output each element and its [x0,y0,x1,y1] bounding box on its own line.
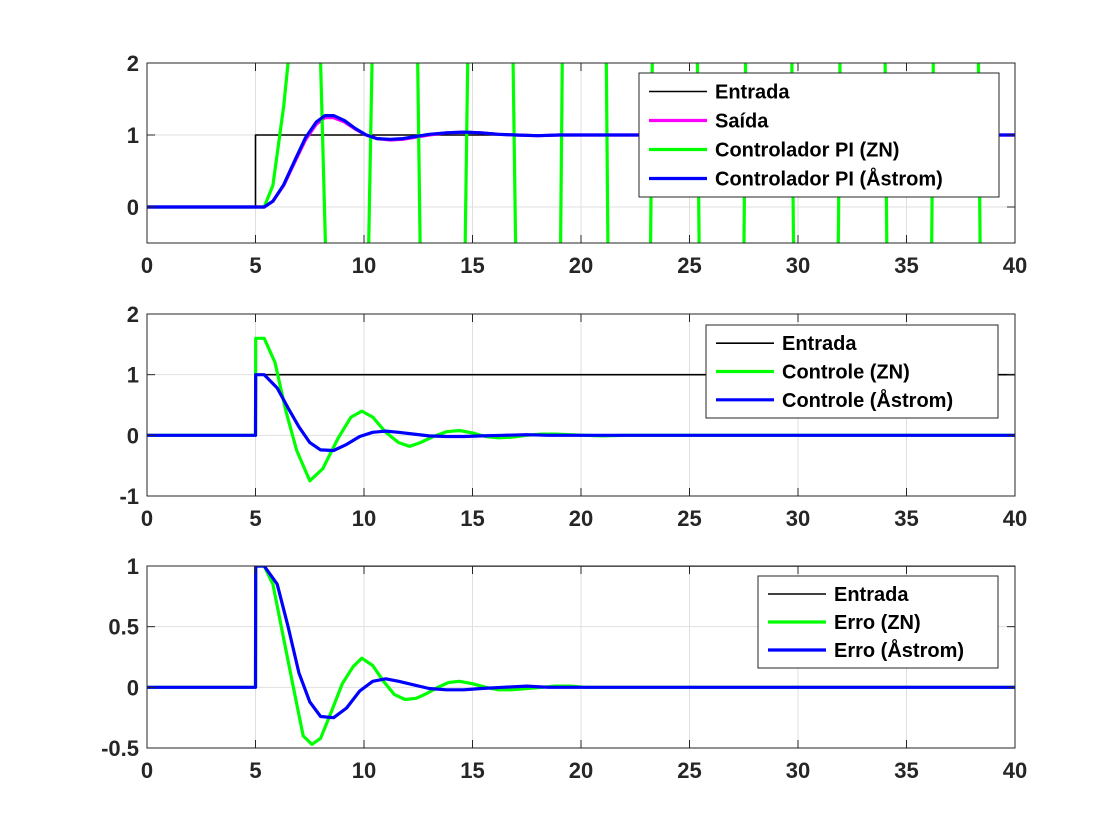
legend: Entrada Saída Controlador PI (ZN) Controlad… [638,72,1000,198]
x-tick-label: 35 [894,506,918,531]
x-tick-label: 10 [352,253,376,278]
legend-label-controle-zn: Controle (ZN) [782,362,910,384]
legend: Entrada Erro (ZN) Erro (Åstrom) [757,575,999,669]
x-tick-label: 15 [460,506,484,531]
series-group [147,336,1015,483]
y-tick-label: 1 [127,123,139,148]
x-tick-label: 15 [460,758,484,783]
x-tick-label: 40 [1003,253,1027,278]
x-tick-label: 30 [786,758,810,783]
legend-box [638,72,1000,198]
x-tick-label: 25 [677,253,701,278]
x-tick-label: 20 [569,253,593,278]
x-tick-label: 10 [352,758,376,783]
x-tick-label: 5 [249,506,261,531]
x-tick-label: 5 [249,253,261,278]
series-line-erro-astrom [147,566,1015,720]
x-tick-label: 10 [352,506,376,531]
series-line-controlador-pi-astrom [147,113,1015,209]
y-tick-label: 2 [127,51,139,76]
legend-label-entrada: Entrada [715,82,790,104]
x-tick-label: 40 [1003,506,1027,531]
x-tick-label: 15 [460,253,484,278]
y-tick-label: 0 [127,675,139,700]
legend-label-erro-astrom: Erro (Åstrom) [834,638,964,662]
y-tick-label: 1 [127,363,139,388]
x-tick-label: 20 [569,758,593,783]
x-tick-label: 5 [249,758,261,783]
x-tick-label: 40 [1003,758,1027,783]
legend-label-erro-zn: Erro (ZN) [834,612,921,634]
series-group [147,566,1015,747]
legend-label-controlador-pi-zn: Controlador PI (ZN) [715,140,899,162]
y-tick-label: 1 [127,554,139,579]
legend-label-entrada: Entrada [782,333,857,355]
y-tick-label: -1 [119,484,139,509]
y-tick-label: -0.5 [101,736,139,761]
x-tick-label: 25 [677,758,701,783]
x-tick-label: 30 [786,253,810,278]
y-tick-label: 0 [127,195,139,220]
x-tick-label: 35 [894,758,918,783]
x-tick-label: 30 [786,506,810,531]
y-tick-label: 0.5 [108,615,139,640]
x-tick-label: 25 [677,506,701,531]
x-tick-label: 20 [569,506,593,531]
x-tick-label: 0 [141,758,153,783]
y-tick-label: 2 [127,302,139,327]
legend-label-controlador-pi-astrom: Controlador PI (Åstrom) [715,167,943,191]
x-tick-label: 0 [141,506,153,531]
legend-label-saida: Saída [715,111,769,133]
x-tick-label: 0 [141,253,153,278]
subplot-1: 0 5 10 15 20 25 30 35 40 0 1 2 Entrada Saída Controlad… [127,51,1027,278]
legend-label-entrada: Entrada [834,584,909,606]
legend: Entrada Controle (ZN) Controle (Åstrom) [705,324,999,419]
x-tick-label: 35 [894,253,918,278]
series-line-controle-astrom [147,373,1015,453]
legend-label-controle-astrom: Controle (Åstrom) [782,388,953,412]
y-tick-label: 0 [127,423,139,448]
